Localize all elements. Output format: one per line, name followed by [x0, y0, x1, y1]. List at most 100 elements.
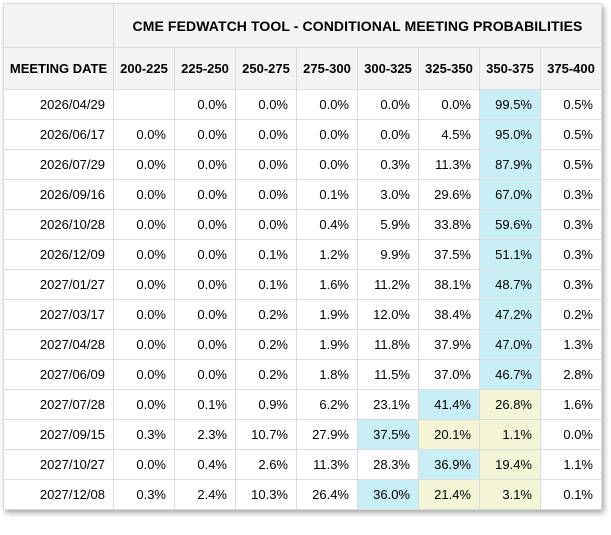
probability-cell: 36.9%: [418, 449, 480, 480]
probability-cell: 48.7%: [479, 269, 541, 300]
probability-cell: 1.3%: [540, 329, 602, 360]
probability-cell: [113, 89, 175, 120]
probability-cell: 0.0%: [296, 149, 358, 180]
probability-cell: 0.5%: [540, 119, 602, 150]
probability-cell: 0.0%: [296, 119, 358, 150]
probability-cell: 1.8%: [296, 359, 358, 390]
probability-cell: 0.0%: [113, 299, 175, 330]
probability-cell: 28.3%: [357, 449, 419, 480]
probability-cell: 59.6%: [479, 209, 541, 240]
probability-cell: 5.9%: [357, 209, 419, 240]
probability-cell: 20.1%: [418, 419, 480, 450]
probability-cell: 29.6%: [418, 179, 480, 210]
probability-cell: 0.2%: [235, 359, 297, 390]
probability-cell: 0.9%: [235, 389, 297, 420]
column-header-225-250: 225-250: [174, 47, 236, 90]
table-row: 2026/12/09 0.0% 0.0% 0.1% 1.2% 9.9% 37.5% 51.1%…: [3, 239, 602, 270]
probability-cell: 0.0%: [174, 299, 236, 330]
probability-cell: 0.0%: [113, 149, 175, 180]
column-header-200-225: 200-225: [113, 47, 175, 90]
probability-cell: 87.9%: [479, 149, 541, 180]
probability-cell: 11.8%: [357, 329, 419, 360]
probability-cell: 0.0%: [174, 149, 236, 180]
probability-cell: 0.3%: [113, 419, 175, 450]
probability-cell: 0.2%: [235, 329, 297, 360]
probability-cell: 0.0%: [174, 119, 236, 150]
probability-cell: 0.0%: [113, 119, 175, 150]
probability-cell: 0.1%: [540, 479, 602, 510]
probability-cell: 67.0%: [479, 179, 541, 210]
probability-cell: 0.0%: [235, 179, 297, 210]
probability-cell: 26.8%: [479, 389, 541, 420]
probability-cell: 19.4%: [479, 449, 541, 480]
probability-cell: 2.3%: [174, 419, 236, 450]
probability-cell: 0.1%: [296, 179, 358, 210]
probability-cell: 0.0%: [174, 329, 236, 360]
probability-cell: 0.0%: [357, 89, 419, 120]
table-row: 2027/09/15 0.3% 2.3% 10.7% 27.9% 37.5% 20.1% 1.…: [3, 419, 602, 450]
probability-cell: 51.1%: [479, 239, 541, 270]
probability-cell: 0.0%: [113, 269, 175, 300]
meeting-date-cell: 2027/12/08: [3, 479, 114, 510]
probability-cell: 33.8%: [418, 209, 480, 240]
column-header-250-275: 250-275: [235, 47, 297, 90]
probability-cell: 95.0%: [479, 119, 541, 150]
table-row: 2027/07/28 0.0% 0.1% 0.9% 6.2% 23.1% 41.4% 26.8…: [3, 389, 602, 420]
meeting-date-cell: 2026/12/09: [3, 239, 114, 270]
table-row: 2027/10/27 0.0% 0.4% 2.6% 11.3% 28.3% 36.9% 19.…: [3, 449, 602, 480]
meeting-date-cell: 2027/06/09: [3, 359, 114, 390]
probability-cell: 0.0%: [113, 359, 175, 390]
probability-cell: 46.7%: [479, 359, 541, 390]
probability-cell: 0.0%: [113, 329, 175, 360]
probability-cell: 0.0%: [113, 449, 175, 480]
probability-cell: 1.6%: [540, 389, 602, 420]
meeting-date-cell: 2026/07/29: [3, 149, 114, 180]
probability-cell: 4.5%: [418, 119, 480, 150]
probability-cell: 0.0%: [174, 89, 236, 120]
table-row: 2026/09/16 0.0% 0.0% 0.0% 0.1% 3.0% 29.6% 67.0%…: [3, 179, 602, 210]
probability-cell: 1.9%: [296, 329, 358, 360]
probability-cell: 2.4%: [174, 479, 236, 510]
probability-cell: 37.5%: [357, 419, 419, 450]
probability-cell: 0.2%: [540, 299, 602, 330]
table-row: 2026/10/28 0.0% 0.0% 0.0% 0.4% 5.9% 33.8% 59.6%…: [3, 209, 602, 240]
probability-cell: 0.0%: [540, 419, 602, 450]
meeting-date-cell: 2027/10/27: [3, 449, 114, 480]
column-header-row: MEETING DATE 200-225 225-250 250-275 275…: [3, 47, 602, 90]
table-row: 2027/03/17 0.0% 0.0% 0.2% 1.9% 12.0% 38.4% 47.2…: [3, 299, 602, 330]
probability-cell: 26.4%: [296, 479, 358, 510]
title-row: CME FEDWATCH TOOL - CONDITIONAL MEETING …: [3, 3, 602, 48]
probability-cell: 47.0%: [479, 329, 541, 360]
probability-cell: 3.0%: [357, 179, 419, 210]
probability-cell: 0.3%: [540, 239, 602, 270]
probability-cell: 9.9%: [357, 239, 419, 270]
table-row: 2026/07/29 0.0% 0.0% 0.0% 0.0% 0.3% 11.3% 87.9%…: [3, 149, 602, 180]
table-row: 2027/12/08 0.3% 2.4% 10.3% 26.4% 36.0% 21.4% 3.…: [3, 479, 602, 510]
probability-cell: 0.0%: [235, 209, 297, 240]
probability-cell: 0.0%: [235, 149, 297, 180]
probability-cell: 0.1%: [235, 269, 297, 300]
probability-cell: 0.3%: [540, 179, 602, 210]
corner-cell: [3, 3, 114, 48]
probability-cell: 10.3%: [235, 479, 297, 510]
probability-cell: 0.0%: [235, 89, 297, 120]
probability-cell: 0.3%: [113, 479, 175, 510]
probability-cell: 0.0%: [113, 179, 175, 210]
probability-cell: 6.2%: [296, 389, 358, 420]
probability-cell: 0.0%: [174, 179, 236, 210]
probability-cell: 38.4%: [418, 299, 480, 330]
table-row: 2027/01/27 0.0% 0.0% 0.1% 1.6% 11.2% 38.1% 48.7…: [3, 269, 602, 300]
probability-cell: 0.1%: [235, 239, 297, 270]
probability-cell: 0.4%: [296, 209, 358, 240]
probability-cell: 1.2%: [296, 239, 358, 270]
column-header-325-350: 325-350: [418, 47, 480, 90]
table-body: 2026/04/29 0.0% 0.0% 0.0% 0.0% 0.0% 99.5% 0.5% 2…: [3, 89, 602, 510]
probability-cell: 11.2%: [357, 269, 419, 300]
probability-cell: 37.0%: [418, 359, 480, 390]
column-header-375-400: 375-400: [540, 47, 602, 90]
probability-cell: 0.5%: [540, 89, 602, 120]
meeting-date-cell: 2026/09/16: [3, 179, 114, 210]
probability-cell: 12.0%: [357, 299, 419, 330]
meeting-date-cell: 2027/04/28: [3, 329, 114, 360]
